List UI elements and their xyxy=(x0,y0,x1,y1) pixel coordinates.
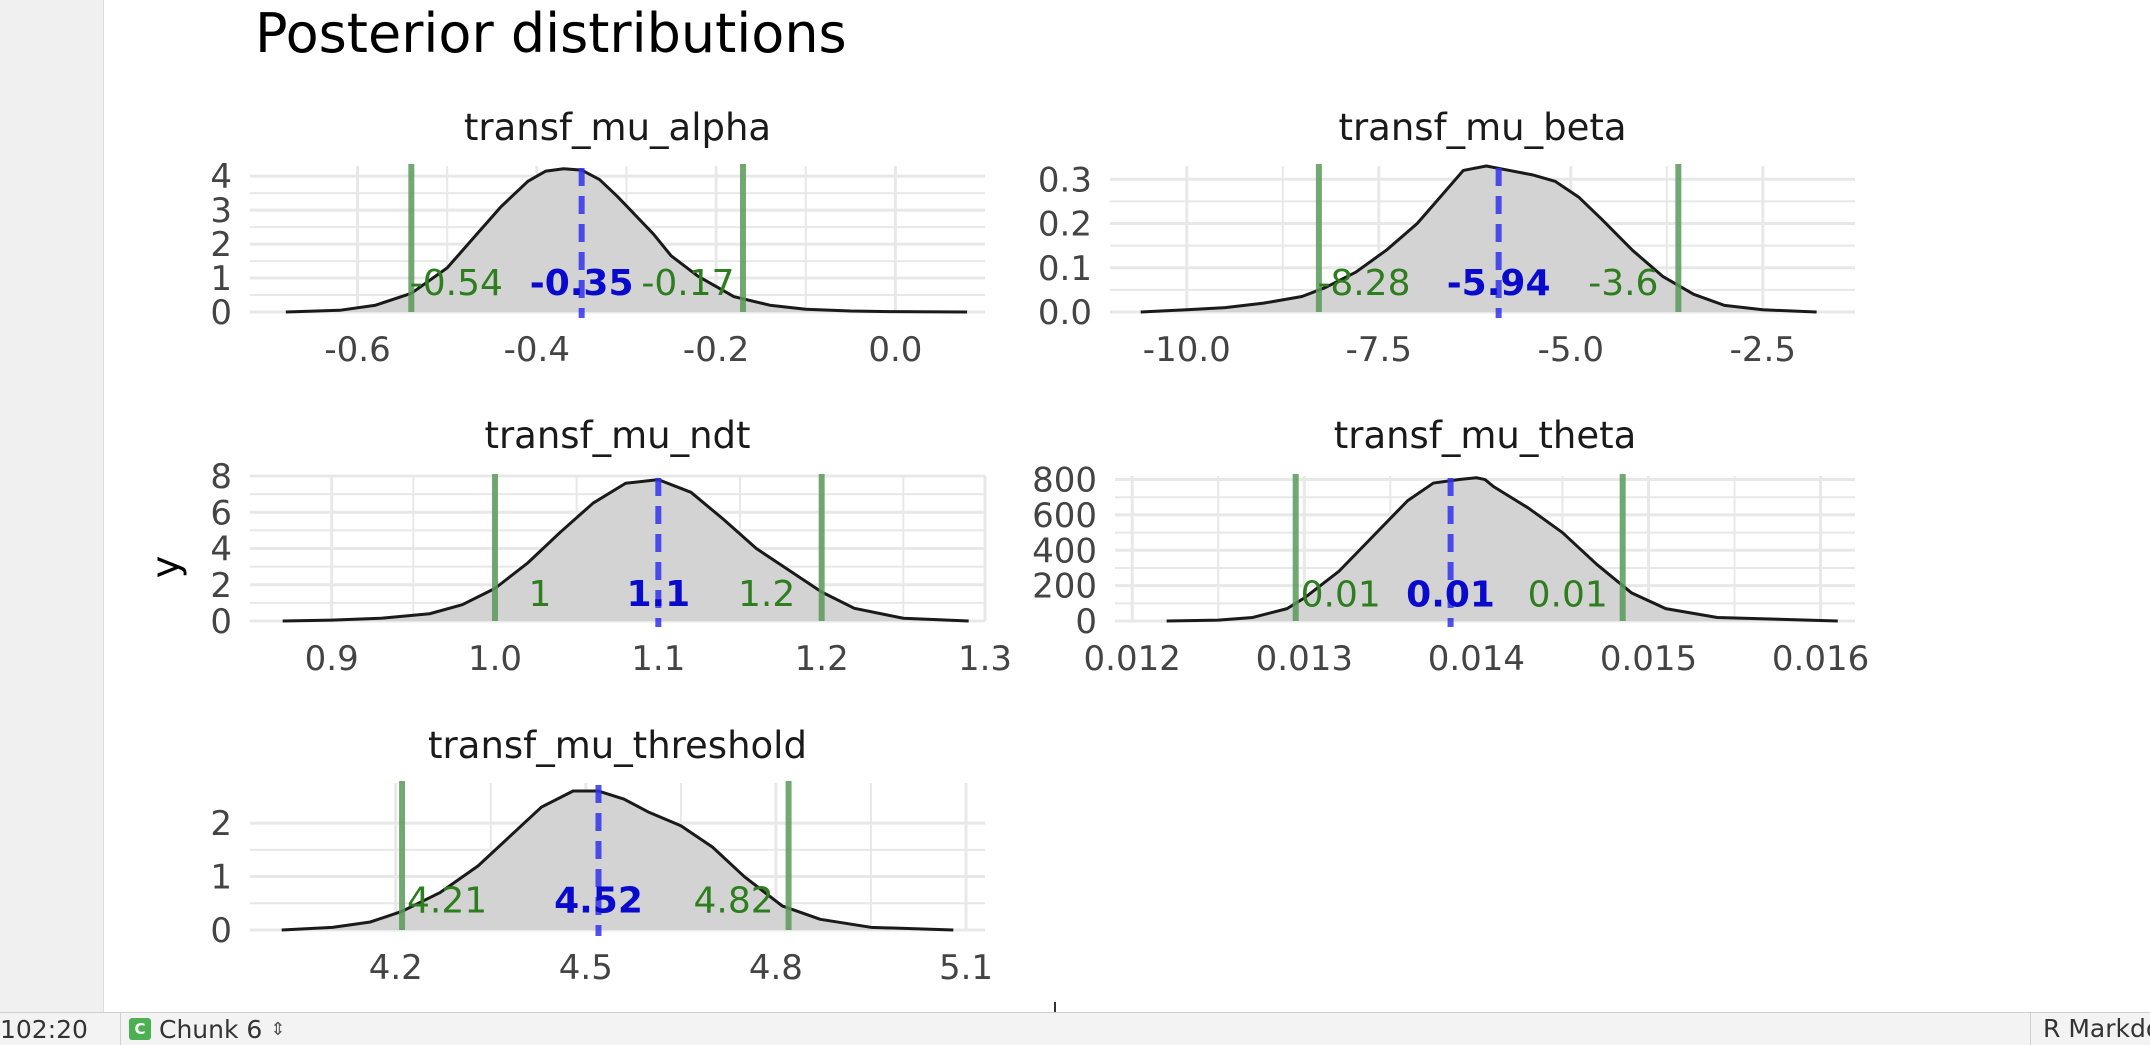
x-tick-label: -5.0 xyxy=(1538,330,1604,370)
x-tick-label: -0.4 xyxy=(504,330,570,370)
y-tick-label: 0 xyxy=(1075,602,1097,642)
y-tick-label: 6 xyxy=(210,493,232,533)
x-tick-label: 0.012 xyxy=(1084,639,1181,679)
document-type-selector[interactable]: R Markdown xyxy=(2030,1013,2150,1045)
x-tick-label: 4.8 xyxy=(749,948,803,988)
y-tick-label: 8 xyxy=(210,457,232,497)
y-tick-label: 2 xyxy=(210,225,232,265)
facet-grid: -0.6 -0.4 -0.2 0.0 0 1 2 3 4 -0.54 -0.17 -0.35 trans… xyxy=(210,106,1869,988)
upper-interval-label: -0.17 xyxy=(641,263,734,304)
cursor-position: 102:20 xyxy=(0,1015,88,1044)
x-tick-label: 0.016 xyxy=(1772,639,1869,679)
x-tick-label: 0.015 xyxy=(1600,639,1697,679)
facet-title: transf_mu_beta xyxy=(1338,106,1626,149)
density-area xyxy=(281,791,954,930)
left-gutter xyxy=(0,0,104,1012)
x-tick-label: 0.014 xyxy=(1428,639,1525,679)
y-tick-label: 0.1 xyxy=(1038,249,1092,289)
x-tick-label: -2.5 xyxy=(1730,330,1796,370)
plot-title: Posterior distributions xyxy=(255,2,847,65)
text-cursor xyxy=(1054,1002,1056,1012)
y-tick-label: 400 xyxy=(1032,531,1097,571)
density-line xyxy=(1140,164,1817,314)
y-tick-label: 0 xyxy=(210,911,232,951)
x-tick-label: 0.0 xyxy=(868,330,922,370)
facet-title: transf_mu_alpha xyxy=(464,106,771,149)
x-tick-label: 4.2 xyxy=(369,948,423,988)
density-area xyxy=(285,168,968,312)
x-tick-label: 1.0 xyxy=(468,639,522,679)
density-area xyxy=(282,479,969,621)
y-tick-label: 0 xyxy=(210,602,232,642)
facet-title: transf_mu_threshold xyxy=(428,724,807,767)
chunk-label: Chunk 6 xyxy=(159,1014,263,1044)
lower-interval-label: 4.21 xyxy=(407,881,487,922)
facet-title: transf_mu_theta xyxy=(1334,414,1637,457)
y-tick-label: 800 xyxy=(1032,461,1097,501)
x-tick-label: -7.5 xyxy=(1346,330,1412,370)
y-tick-label: 1 xyxy=(210,259,232,299)
median-label: 0.01 xyxy=(1406,574,1495,615)
x-tick-label: 1.2 xyxy=(795,639,849,679)
facet-title: transf_mu_ndt xyxy=(484,414,750,457)
x-tick-label: -0.6 xyxy=(324,330,390,370)
y-tick-label: 0.3 xyxy=(1038,160,1092,200)
y-tick-label: 0.0 xyxy=(1038,293,1092,333)
y-tick-label: 1 xyxy=(210,858,232,898)
density-area xyxy=(1166,477,1838,621)
upper-interval-label: 0.01 xyxy=(1528,574,1608,615)
y-tick-label: 2 xyxy=(210,566,232,606)
y-tick-label: 0 xyxy=(210,293,232,333)
y-tick-label: 2 xyxy=(210,804,232,844)
x-tick-label: 1.1 xyxy=(631,639,685,679)
y-tick-label: 200 xyxy=(1032,567,1097,607)
chunk-icon: C xyxy=(129,1018,151,1040)
x-tick-label: 4.5 xyxy=(559,948,613,988)
x-tick-label: 5.1 xyxy=(939,948,993,988)
facet-transf_mu_threshold: 4.2 4.5 4.8 5.1 0 1 2 4.21 4.82 4.52 transf_mu_thr… xyxy=(210,724,993,988)
up-down-arrows-icon: ⇕ xyxy=(270,1018,286,1040)
y-tick-label: 4 xyxy=(210,530,232,570)
lower-interval-label: -8.28 xyxy=(1317,263,1410,304)
upper-interval-label: 1.2 xyxy=(738,574,795,615)
y-tick-label: 4 xyxy=(210,157,232,197)
status-bar: 102:20 C Chunk 6 ⇕ R Markdown xyxy=(0,1012,2150,1045)
x-tick-label: -10.0 xyxy=(1143,330,1231,370)
median-label: -5.94 xyxy=(1447,263,1551,304)
median-label: 1.1 xyxy=(626,574,690,615)
chunk-navigator[interactable]: C Chunk 6 ⇕ xyxy=(120,1013,285,1045)
density-area xyxy=(1140,166,1817,312)
x-tick-label: 1.3 xyxy=(958,639,1012,679)
x-tick-label: 0.9 xyxy=(305,639,359,679)
y-tick-label: 3 xyxy=(210,191,232,231)
upper-interval-label: -3.6 xyxy=(1588,263,1658,304)
lower-interval-label: -0.54 xyxy=(410,263,503,304)
y-tick-label: 600 xyxy=(1032,496,1097,536)
lower-interval-label: 0.01 xyxy=(1301,574,1381,615)
x-tick-label: 0.013 xyxy=(1256,639,1353,679)
plot-area xyxy=(104,0,2150,1012)
x-tick-label: -0.2 xyxy=(683,330,749,370)
y-tick-label: 0.2 xyxy=(1038,205,1092,245)
median-label: 4.52 xyxy=(554,881,643,922)
upper-interval-label: 4.82 xyxy=(693,881,773,922)
density-line xyxy=(285,167,968,314)
lower-interval-label: 1 xyxy=(529,574,552,615)
median-label: -0.35 xyxy=(530,263,634,304)
facet-transf_mu_beta: -10.0 -7.5 -5.0 -2.5 0.00.10.2 0.3 -8.28 -3.6 -5… xyxy=(1038,106,1855,370)
